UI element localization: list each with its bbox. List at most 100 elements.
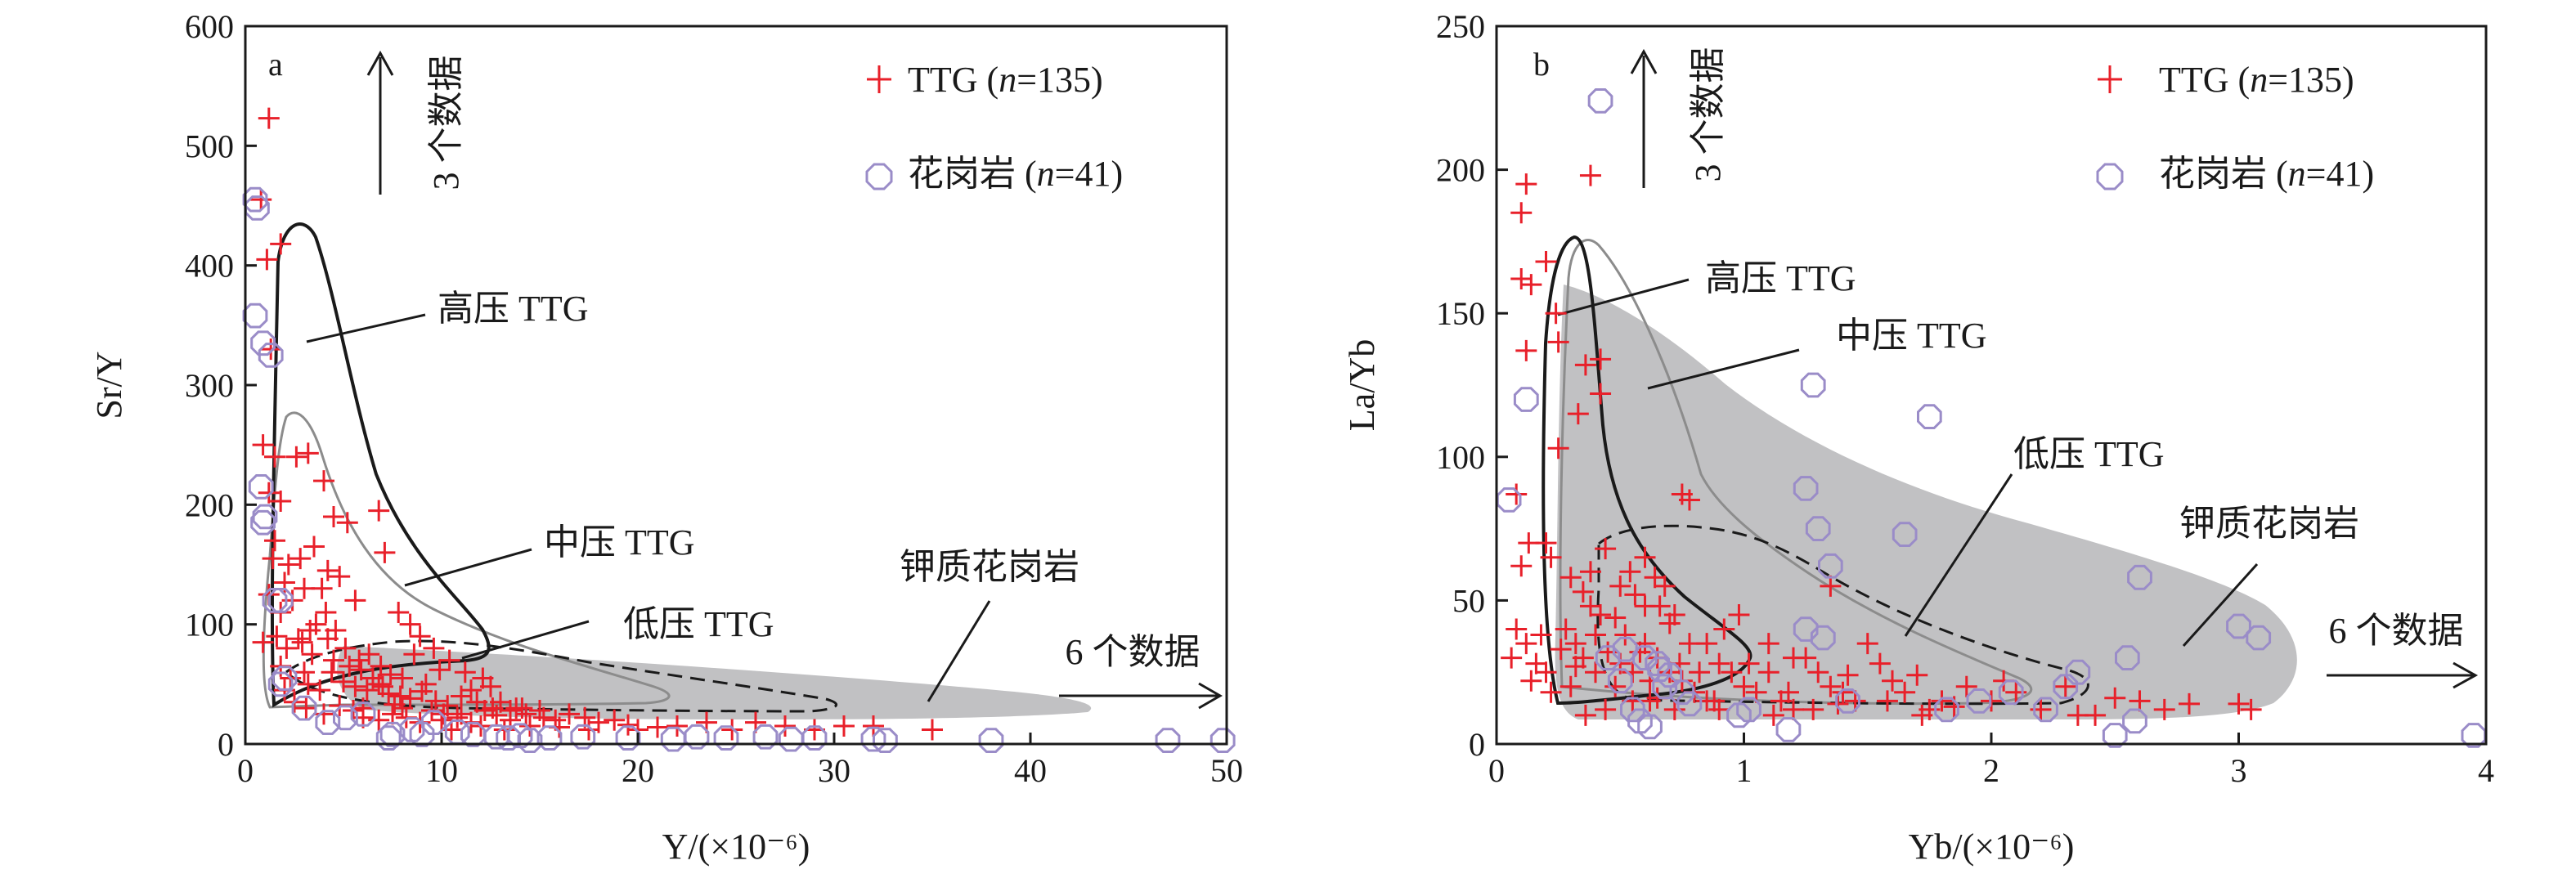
ttg-point (316, 628, 339, 650)
ttg-point (2228, 692, 2250, 715)
ttg-point (2240, 698, 2262, 720)
granite-point (2115, 645, 2140, 670)
x-tick-label: 3 (2231, 752, 2247, 789)
granite-point (1726, 702, 1752, 728)
ttg-point (1574, 354, 1596, 376)
granite-point (272, 666, 298, 691)
ttg-point (1827, 692, 1849, 715)
granite-series-a (242, 186, 1236, 753)
legend-granite-marker-b (2096, 163, 2124, 190)
granite-point (1917, 404, 1942, 429)
ttg-point (1574, 704, 1596, 726)
ttg-point (647, 716, 668, 738)
granite-series-b (1496, 88, 2487, 748)
ttg-point (1545, 303, 1567, 325)
ttg-point (315, 602, 337, 624)
ttg-point (1525, 652, 1547, 675)
y-tick-label: 100 (185, 607, 234, 643)
ttg-point (1906, 664, 1928, 686)
legend-granite-label-b: 花岗岩 (n=41) (2159, 154, 2374, 194)
x-tick-label: 1 (1736, 752, 1752, 789)
ttg-point (323, 649, 344, 671)
ttg-point (1882, 670, 1903, 692)
x-tick-label: 2 (1983, 752, 1999, 789)
ttg-point (262, 548, 284, 570)
ttg-point (352, 697, 374, 719)
ttg-point (490, 691, 511, 713)
granite-point (1513, 387, 1539, 412)
granite-point (242, 186, 268, 213)
legend-a: TTG (n=135) 花岗岩 (n=41) (865, 60, 1123, 194)
ttg-point (1624, 584, 1646, 606)
granite-point (250, 509, 276, 536)
ttg-point (270, 490, 292, 512)
ttg-point (1832, 681, 1854, 703)
y-tick-label: 150 (1436, 295, 1485, 332)
ttg-point (1911, 704, 1933, 726)
ttg-point (299, 619, 321, 641)
ttg-point (1678, 489, 1700, 511)
granite-point (1998, 679, 2024, 706)
ttg-point (1501, 647, 1523, 669)
leader-high-pressure (306, 313, 426, 343)
ttg-series-a (250, 107, 943, 741)
ttg-point (329, 566, 351, 588)
ttg-point (833, 715, 855, 737)
leader-low-pressure (461, 620, 590, 660)
k-granite-field-b (1555, 285, 2297, 719)
granite-point (242, 303, 268, 329)
granite-point (778, 726, 804, 752)
ttg-point (1530, 624, 1552, 646)
ttg-point (399, 613, 421, 635)
granite-point (252, 504, 278, 530)
ttg-point (1540, 681, 1562, 703)
ttg-point (379, 664, 402, 686)
label-low-pressure-a: 低压 TTG (623, 604, 774, 644)
y-tick-label: 50 (1452, 582, 1485, 619)
ttg-point (604, 709, 626, 731)
x-tick-label: 30 (818, 752, 850, 789)
ttg-point (334, 637, 357, 659)
x-tick-label: 10 (425, 752, 458, 789)
panel-letter-b: b (1533, 46, 1550, 83)
ttg-point (1757, 661, 1779, 684)
granite-point (2127, 564, 2152, 590)
granite-point (2246, 625, 2272, 651)
ttg-point (277, 554, 299, 576)
ttg-point (1783, 647, 1804, 669)
granite-point (1627, 708, 1653, 734)
ttg-point (1689, 661, 1711, 684)
granite-point (248, 474, 274, 500)
granite-point (873, 728, 898, 753)
legend-ttg-label-a: TTG (n=135) (908, 60, 1103, 100)
ttg-point (1762, 704, 1784, 726)
ttg-point (424, 690, 447, 712)
ttg-point (1535, 661, 1557, 684)
ttg-point (1634, 546, 1656, 568)
ttg-point (1579, 595, 1601, 617)
granite-point (1155, 728, 1181, 753)
ttg-point (505, 697, 527, 719)
granite-point (250, 330, 276, 356)
granite-point (1934, 697, 1959, 723)
ttg-point (372, 675, 393, 697)
label-high-pressure-a: 高压 TTG (438, 289, 589, 329)
ttg-point (403, 643, 425, 666)
ttg-point (294, 661, 315, 684)
offscale-right-arrowhead-b (2453, 661, 2479, 689)
ttg-point (1510, 202, 1533, 224)
ttg-point (922, 719, 943, 741)
granite-point (2065, 659, 2091, 685)
ttg-point (258, 107, 280, 129)
ttg-point (1619, 561, 1641, 583)
ttg-point (252, 434, 274, 456)
ttg-point (1535, 532, 1557, 554)
ttg-point (1590, 348, 1612, 370)
ttg-point (1585, 661, 1606, 684)
ttg-point (721, 719, 743, 741)
ttg-point (370, 655, 392, 677)
panel-letter-a: a (268, 46, 283, 83)
x-tick-label: 0 (237, 752, 254, 789)
